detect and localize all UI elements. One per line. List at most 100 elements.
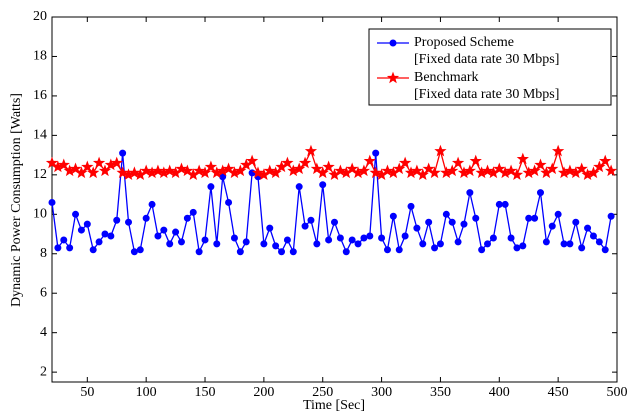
star-marker — [116, 166, 129, 179]
circle-marker — [207, 183, 215, 191]
circle-marker — [342, 248, 350, 256]
legend-label: Benchmark — [414, 70, 479, 85]
circle-marker — [560, 240, 568, 248]
circle-marker — [519, 242, 527, 250]
star-marker — [528, 164, 541, 177]
star-marker — [245, 154, 259, 167]
circle-marker — [478, 246, 486, 254]
y-tick-label: 10 — [33, 207, 47, 222]
star-marker — [434, 144, 447, 157]
circle-marker — [136, 246, 144, 254]
circle-marker — [372, 149, 380, 157]
circle-marker — [360, 234, 368, 242]
circle-marker — [336, 234, 344, 242]
circle-marker — [166, 240, 174, 248]
circle-marker — [595, 238, 603, 246]
star-marker — [463, 164, 476, 177]
circle-marker — [319, 181, 327, 189]
circle-marker — [331, 218, 338, 226]
circle-marker — [489, 234, 497, 242]
star-marker — [92, 156, 106, 169]
circle-marker — [236, 248, 244, 256]
star-marker — [587, 166, 600, 179]
circle-marker — [272, 242, 280, 250]
circle-marker — [289, 248, 297, 256]
star-marker — [357, 164, 371, 177]
star-marker — [251, 166, 265, 179]
star-marker — [151, 164, 165, 177]
circle-marker — [148, 200, 156, 208]
star-marker — [575, 162, 588, 175]
circle-marker — [89, 246, 97, 254]
x-tick-label: 300 — [371, 385, 392, 400]
circle-marker — [83, 220, 91, 228]
star-marker — [234, 164, 247, 177]
circle-marker — [248, 169, 256, 177]
circle-marker — [407, 202, 415, 210]
star-marker — [322, 160, 335, 173]
circle-marker — [119, 149, 127, 157]
star-marker — [128, 166, 141, 179]
circle-marker — [378, 234, 386, 242]
star-marker — [369, 166, 382, 179]
star-marker — [75, 166, 88, 179]
circle-marker — [242, 238, 250, 246]
circle-marker — [283, 236, 291, 244]
star-marker — [175, 162, 188, 175]
circle-marker — [513, 244, 521, 252]
circle-marker — [160, 226, 168, 234]
circle-marker — [472, 214, 480, 222]
star-marker — [534, 158, 547, 171]
circle-marker — [113, 216, 121, 224]
circle-marker — [125, 218, 133, 226]
x-tick-label: 100 — [136, 385, 157, 400]
x-tick-label: 450 — [548, 385, 569, 400]
star-marker — [81, 160, 94, 173]
circle-marker — [466, 189, 474, 197]
y-tick-label: 2 — [40, 364, 47, 379]
circle-marker — [566, 240, 574, 248]
star-marker — [263, 164, 276, 177]
star-marker — [599, 154, 612, 167]
star-marker — [552, 144, 565, 157]
star-marker — [481, 164, 494, 177]
legend-subtitle: [Fixed data rate 30 Mbps] — [414, 87, 559, 102]
circle-marker — [383, 246, 391, 254]
circle-marker — [130, 248, 138, 256]
circle-marker — [60, 236, 68, 244]
circle-marker — [266, 224, 274, 232]
circle-marker — [589, 232, 597, 240]
circle-marker — [172, 228, 180, 236]
circle-marker — [431, 244, 439, 252]
y-tick-label: 18 — [33, 49, 47, 64]
circle-marker — [354, 240, 362, 248]
star-marker — [57, 158, 70, 171]
circle-marker — [301, 222, 309, 230]
star-marker — [469, 154, 482, 167]
circle-marker — [395, 246, 403, 254]
star-marker — [316, 166, 329, 179]
circle-marker — [107, 232, 115, 240]
circle-marker — [183, 214, 191, 222]
circle-marker — [72, 210, 80, 218]
star-marker — [381, 164, 394, 177]
star-marker — [399, 156, 412, 169]
legend-label: Proposed Scheme — [414, 35, 514, 50]
star-marker — [546, 162, 559, 175]
y-tick-label: 12 — [33, 167, 47, 182]
star-marker — [204, 160, 218, 173]
star-marker — [516, 152, 529, 165]
star-marker — [163, 164, 176, 177]
star-marker — [563, 164, 577, 177]
star-marker — [363, 154, 376, 167]
y-tick-label: 8 — [40, 246, 47, 261]
circle-marker — [213, 240, 221, 248]
legend-box — [368, 28, 612, 106]
star-marker — [593, 160, 606, 173]
x-tick-label: 50 — [80, 385, 94, 400]
circle-marker — [495, 200, 503, 208]
circle-marker — [536, 189, 544, 197]
y-tick-label: 20 — [33, 9, 47, 24]
circle-marker — [554, 210, 562, 218]
x-axis-label: Time [Sec] — [303, 398, 365, 413]
